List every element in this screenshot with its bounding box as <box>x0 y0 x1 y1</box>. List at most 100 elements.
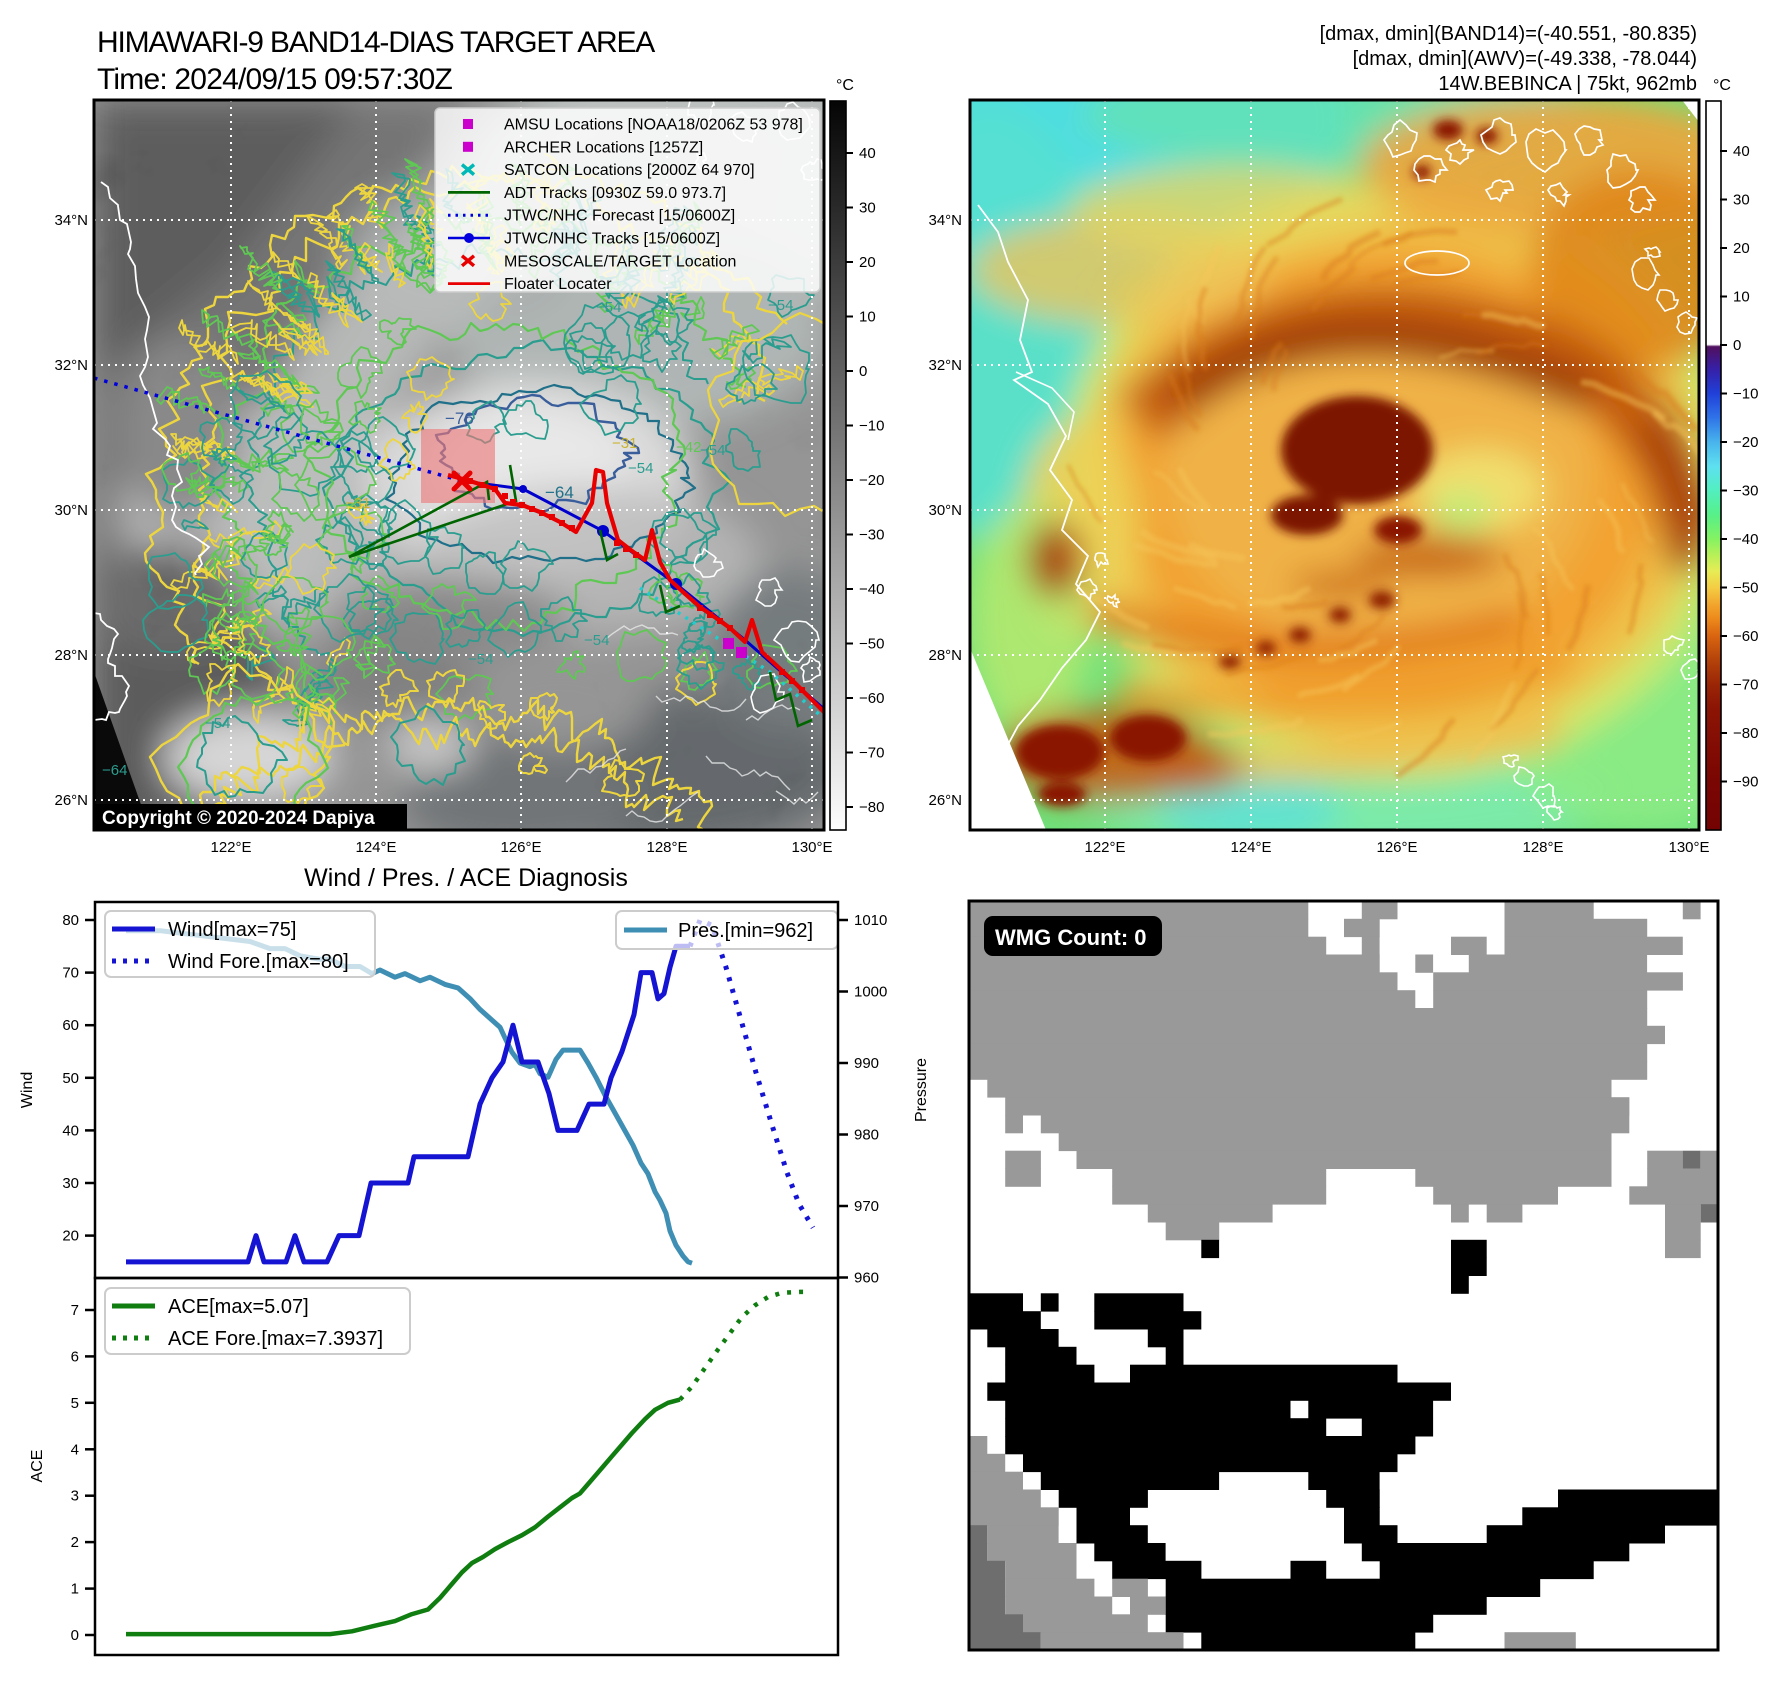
svg-text:128°E: 128°E <box>646 839 687 856</box>
svg-text:126°E: 126°E <box>500 839 541 856</box>
svg-text:Wind[max=75]: Wind[max=75] <box>168 919 296 941</box>
svg-text:−54: −54 <box>700 442 725 459</box>
svg-text:50: 50 <box>62 1070 79 1087</box>
svg-text:30: 30 <box>62 1175 79 1192</box>
svg-text:[dmax, dmin](BAND14)=(-40.551,: [dmax, dmin](BAND14)=(-40.551, -80.835) <box>1320 23 1697 45</box>
svg-text:40: 40 <box>1733 143 1750 160</box>
svg-text:−54: −54 <box>468 651 493 668</box>
svg-text:Wind: Wind <box>19 1072 36 1108</box>
svg-text:28°N: 28°N <box>54 647 88 664</box>
svg-text:−54: −54 <box>584 632 609 649</box>
svg-text:26°N: 26°N <box>54 792 88 809</box>
svg-text:40: 40 <box>62 1122 79 1139</box>
svg-text:124°E: 124°E <box>1230 839 1271 856</box>
svg-text:960: 960 <box>854 1270 879 1287</box>
svg-text:−54: −54 <box>768 297 793 314</box>
svg-text:30: 30 <box>859 200 876 217</box>
svg-text:−30: −30 <box>1733 483 1758 500</box>
svg-text:−10: −10 <box>1733 386 1758 403</box>
svg-text:−76: −76 <box>445 409 474 428</box>
svg-text:80: 80 <box>62 912 79 929</box>
svg-text:ACE[max=5.07]: ACE[max=5.07] <box>168 1296 309 1318</box>
svg-text:Wind Fore.[max=80]: Wind Fore.[max=80] <box>168 951 349 973</box>
svg-text:0: 0 <box>71 1627 79 1644</box>
svg-text:5: 5 <box>71 1395 79 1412</box>
svg-text:−80: −80 <box>1733 725 1758 742</box>
svg-text:ADT Tracks [0930Z 59.0 973.7]: ADT Tracks [0930Z 59.0 973.7] <box>504 185 726 202</box>
svg-text:2: 2 <box>71 1534 79 1551</box>
svg-text:−50: −50 <box>1733 580 1758 597</box>
svg-text:Pres.[min=962]: Pres.[min=962] <box>678 920 813 942</box>
svg-text:6: 6 <box>71 1348 79 1365</box>
svg-text:−40: −40 <box>859 581 884 598</box>
svg-text:AMSU Locations [NOAA18/0206Z 5: AMSU Locations [NOAA18/0206Z 53 978] <box>504 117 803 134</box>
svg-text:20: 20 <box>859 254 876 271</box>
svg-text:−70: −70 <box>1733 677 1758 694</box>
svg-text:7: 7 <box>71 1302 79 1319</box>
svg-text:3: 3 <box>71 1488 79 1505</box>
svg-text:990: 990 <box>854 1055 879 1072</box>
svg-text:980: 980 <box>854 1127 879 1144</box>
svg-text:34°N: 34°N <box>928 212 962 229</box>
svg-text:[dmax, dmin](AWV)=(-49.338, -7: [dmax, dmin](AWV)=(-49.338, -78.044) <box>1353 48 1697 70</box>
svg-text:−50: −50 <box>859 636 884 653</box>
svg-text:20: 20 <box>62 1228 79 1245</box>
svg-text:−10: −10 <box>859 418 884 435</box>
svg-text:10: 10 <box>1733 289 1750 306</box>
svg-text:−42: −42 <box>676 439 701 456</box>
svg-text:−40: −40 <box>1733 531 1758 548</box>
svg-text:ACE: ACE <box>29 1450 46 1483</box>
svg-text:30: 30 <box>1733 192 1750 209</box>
svg-text:°C: °C <box>836 77 854 94</box>
svg-text:ACE Fore.[max=7.3937]: ACE Fore.[max=7.3937] <box>168 1328 383 1350</box>
svg-text:Time: 2024/09/15 09:57:30Z: Time: 2024/09/15 09:57:30Z <box>97 63 452 96</box>
svg-text:70: 70 <box>62 965 79 982</box>
svg-text:1000: 1000 <box>854 984 887 1001</box>
svg-text:60: 60 <box>62 1017 79 1034</box>
svg-text:130°E: 130°E <box>1668 839 1709 856</box>
svg-text:128°E: 128°E <box>1522 839 1563 856</box>
svg-text:−54: −54 <box>628 460 653 477</box>
svg-text:32°N: 32°N <box>54 357 88 374</box>
svg-text:30°N: 30°N <box>54 502 88 519</box>
svg-text:14W.BEBINCA | 75kt, 962mb: 14W.BEBINCA | 75kt, 962mb <box>1438 73 1697 95</box>
svg-text:1: 1 <box>71 1581 79 1598</box>
svg-text:JTWC/NHC Tracks [15/0600Z]: JTWC/NHC Tracks [15/0600Z] <box>504 231 720 248</box>
svg-text:−60: −60 <box>859 690 884 707</box>
svg-text:JTWC/NHC Forecast [15/0600Z]: JTWC/NHC Forecast [15/0600Z] <box>504 208 735 225</box>
svg-text:−20: −20 <box>859 472 884 489</box>
svg-text:20: 20 <box>1733 240 1750 257</box>
svg-text:26°N: 26°N <box>928 792 962 809</box>
svg-text:−64: −64 <box>102 762 127 779</box>
svg-text:970: 970 <box>854 1198 879 1215</box>
svg-text:34°N: 34°N <box>54 212 88 229</box>
svg-text:−90: −90 <box>1733 774 1758 791</box>
svg-text:−20: −20 <box>1733 434 1758 451</box>
svg-text:126°E: 126°E <box>1376 839 1417 856</box>
svg-text:130°E: 130°E <box>791 839 832 856</box>
svg-text:40: 40 <box>859 145 876 162</box>
svg-text:−60: −60 <box>1733 628 1758 645</box>
svg-text:−30: −30 <box>859 527 884 544</box>
svg-text:°C: °C <box>1713 77 1731 94</box>
svg-text:WMG Count: 0: WMG Count: 0 <box>995 925 1147 950</box>
svg-text:−54: −54 <box>205 715 230 732</box>
svg-text:−70: −70 <box>859 745 884 762</box>
svg-text:122°E: 122°E <box>1084 839 1125 856</box>
svg-text:−80: −80 <box>859 799 884 816</box>
svg-text:Pressure: Pressure <box>913 1058 930 1122</box>
svg-text:ARCHER Locations [1257Z]: ARCHER Locations [1257Z] <box>504 139 703 156</box>
svg-text:−31: −31 <box>345 495 370 512</box>
svg-text:HIMAWARI-9 BAND14-DIAS TARGET: HIMAWARI-9 BAND14-DIAS TARGET AREA <box>97 26 655 59</box>
svg-text:MESOSCALE/TARGET Location: MESOSCALE/TARGET Location <box>504 253 736 270</box>
svg-text:32°N: 32°N <box>928 357 962 374</box>
svg-text:1010: 1010 <box>854 912 887 929</box>
svg-text:28°N: 28°N <box>928 647 962 664</box>
svg-text:30°N: 30°N <box>928 502 962 519</box>
svg-text:122°E: 122°E <box>210 839 251 856</box>
svg-text:Copyright © 2020-2024 Dapiya: Copyright © 2020-2024 Dapiya <box>102 808 375 829</box>
svg-text:0: 0 <box>1733 337 1741 354</box>
svg-text:124°E: 124°E <box>355 839 396 856</box>
svg-text:0: 0 <box>859 363 867 380</box>
svg-text:Wind / Pres. / ACE Diagnosis: Wind / Pres. / ACE Diagnosis <box>304 864 628 892</box>
